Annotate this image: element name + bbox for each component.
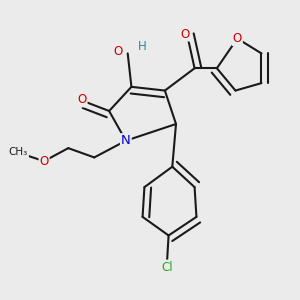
Text: O: O — [233, 32, 242, 45]
Text: Cl: Cl — [161, 260, 172, 274]
Text: H: H — [137, 40, 146, 53]
Text: N: N — [121, 134, 131, 147]
Text: O: O — [114, 45, 123, 58]
Text: O: O — [181, 28, 190, 40]
Text: O: O — [40, 154, 49, 168]
Text: O: O — [77, 93, 87, 106]
Text: CH₃: CH₃ — [9, 147, 28, 157]
